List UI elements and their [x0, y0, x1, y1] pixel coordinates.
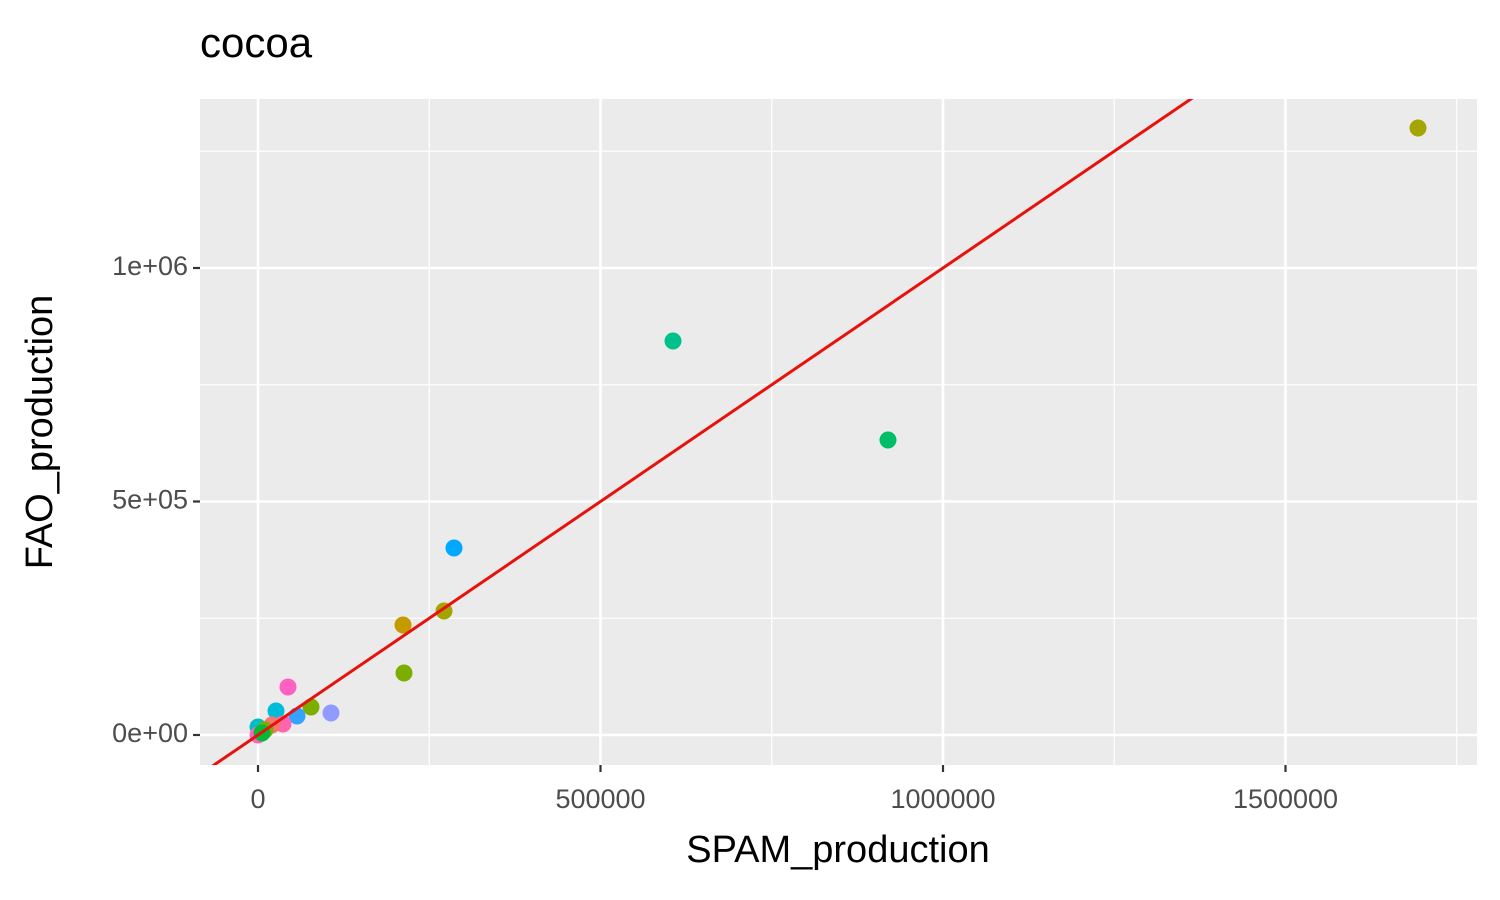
plot-panel: [200, 99, 1477, 765]
chart-title: cocoa: [200, 19, 313, 66]
point: [267, 702, 285, 720]
point: [322, 704, 340, 722]
x-tick-label: 500000: [555, 784, 645, 814]
point: [302, 698, 320, 716]
y-axis-title: FAO_production: [19, 295, 61, 570]
point: [445, 539, 463, 557]
x-tick-label: 0: [250, 784, 265, 814]
point: [1409, 119, 1427, 137]
point: [395, 664, 413, 682]
y-tick-label: 5e+05: [112, 485, 188, 515]
point: [394, 616, 412, 634]
point: [879, 431, 897, 449]
point: [279, 678, 297, 696]
reference-line: [211, 99, 1194, 765]
x-axis-title: SPAM_production: [686, 829, 989, 871]
point: [664, 332, 682, 350]
y-tick-label: 1e+06: [112, 251, 188, 281]
y-tick-label: 0e+00: [112, 718, 188, 748]
x-tick-label: 1500000: [1233, 784, 1338, 814]
x-tick-label: 1000000: [890, 784, 995, 814]
